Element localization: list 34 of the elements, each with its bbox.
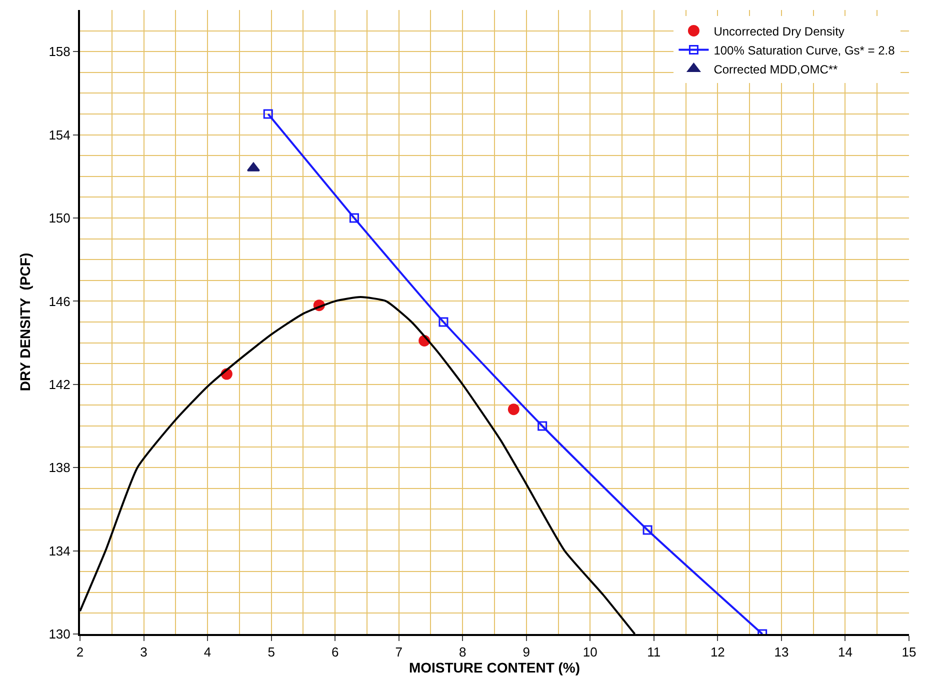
y-tick-label: 138	[48, 460, 70, 476]
point	[508, 404, 520, 416]
y-tick-label: 158	[48, 44, 70, 60]
x-tick-label: 13	[774, 644, 789, 660]
x-tick-label: 2	[76, 644, 84, 660]
point	[349, 213, 359, 223]
x-tick-label: 11	[647, 644, 661, 660]
y-tick-label: 154	[48, 127, 70, 142]
y-tick-label: 142	[48, 376, 70, 392]
point	[246, 162, 260, 172]
x-tick-label: 10	[582, 644, 598, 660]
x-tick-label: 12	[710, 644, 725, 660]
x-tick-label: 14	[838, 644, 852, 660]
legend-label: Corrected MDD,OMC**	[714, 62, 838, 76]
x-tick-label: 4	[204, 644, 212, 660]
x-tick-label: 9	[522, 644, 530, 660]
x-tick-label: 8	[459, 644, 466, 660]
y-axis-title: DRY DENSITY (PCF)	[16, 252, 33, 392]
x-tick-label: 5	[268, 644, 275, 660]
y-tick-label: 146	[48, 294, 70, 309]
y-tick-label: 134	[48, 543, 70, 558]
x-tick-label: 3	[140, 644, 148, 660]
legend-label: 100% Saturation Curve, Gs* = 2.8	[714, 43, 896, 58]
legend-label: Uncorrected Dry Density	[714, 24, 844, 38]
point	[642, 525, 652, 535]
point	[538, 421, 548, 431]
x-tick-label: 15	[902, 644, 916, 660]
x-tick-label: 7	[395, 644, 402, 660]
y-tick-label: 130	[48, 626, 70, 642]
x-axis-title: MOISTURE CONTENT (%)	[408, 660, 580, 676]
point	[438, 317, 448, 327]
point	[263, 109, 273, 119]
y-tick-label: 150	[48, 210, 70, 226]
x-tick-label: 6	[331, 644, 339, 660]
